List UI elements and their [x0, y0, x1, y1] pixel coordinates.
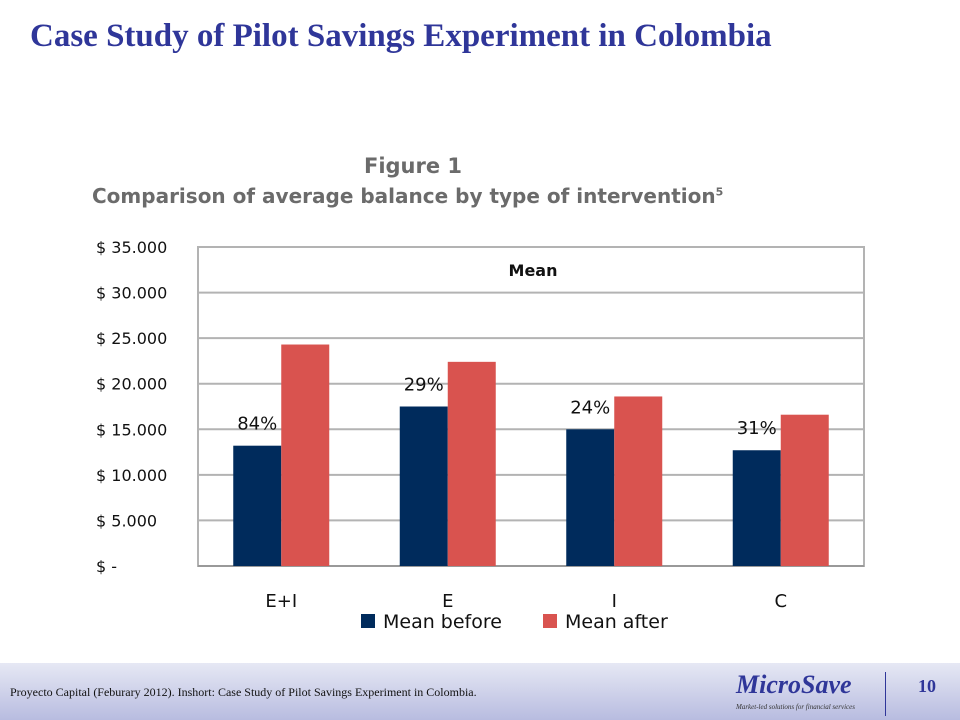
bar-mean-after	[281, 344, 330, 566]
slide-title: Case Study of Pilot Savings Experiment i…	[30, 18, 772, 54]
y-tick-label: $ 35.000	[96, 238, 167, 257]
x-tick-label: E+I	[265, 591, 297, 612]
bar-mean-after	[614, 396, 663, 566]
bar-chart: $ - $ 5.000 $ 10.000 $ 15.000 $ 20.000 $ 25.0…	[96, 238, 865, 633]
logo-tagline: Market-led solutions for financial servi…	[736, 703, 855, 711]
logo-name: MicroSave	[736, 670, 852, 699]
legend-label: Mean before	[383, 611, 502, 633]
x-tick-label: C	[774, 591, 787, 612]
percent-annotation: 29%	[404, 375, 444, 396]
y-tick-label: $ 15.000	[96, 420, 167, 439]
y-tick-label: $ 10.000	[96, 466, 167, 485]
legend-label: Mean after	[565, 611, 668, 633]
y-tick-label: $ 30.000	[96, 284, 167, 303]
x-tick-label: E	[442, 591, 453, 612]
y-tick-label: $ -	[96, 557, 117, 576]
percent-annotation: 31%	[737, 418, 777, 439]
chart-title: Mean	[509, 261, 558, 280]
footer-bar: Proyecto Capital (Feburary 2012). Inshor…	[0, 663, 960, 720]
figure-caption: Comparison of average balance by type of…	[92, 184, 723, 208]
bar-mean-after	[780, 414, 829, 566]
bar-mean-before	[566, 429, 615, 566]
x-tick-label: I	[612, 591, 617, 612]
logo-divider	[885, 672, 886, 716]
figure-number: Figure 1	[363, 154, 463, 178]
percent-annotation: 24%	[570, 397, 610, 418]
y-tick-label: $ 5.000	[96, 511, 157, 530]
source-note: Proyecto Capital (Feburary 2012). Inshor…	[10, 685, 477, 699]
y-tick-label: $ 25.000	[96, 329, 167, 348]
bar-mean-before	[732, 450, 781, 566]
figure-caption-text: Comparison of average balance by type of…	[92, 184, 716, 208]
microsave-logo: MicroSave Market-led solutions for finan…	[736, 671, 878, 715]
percent-annotation: 84%	[237, 414, 277, 435]
figure-footnote-marker: 5	[715, 185, 724, 199]
bar-mean-after	[447, 361, 496, 566]
y-tick-label: $ 20.000	[96, 375, 167, 394]
legend-swatch	[361, 614, 375, 628]
bar-mean-before	[233, 445, 282, 566]
bar-mean-before	[399, 406, 448, 566]
legend-swatch	[543, 614, 557, 628]
page-number: 10	[918, 676, 936, 696]
